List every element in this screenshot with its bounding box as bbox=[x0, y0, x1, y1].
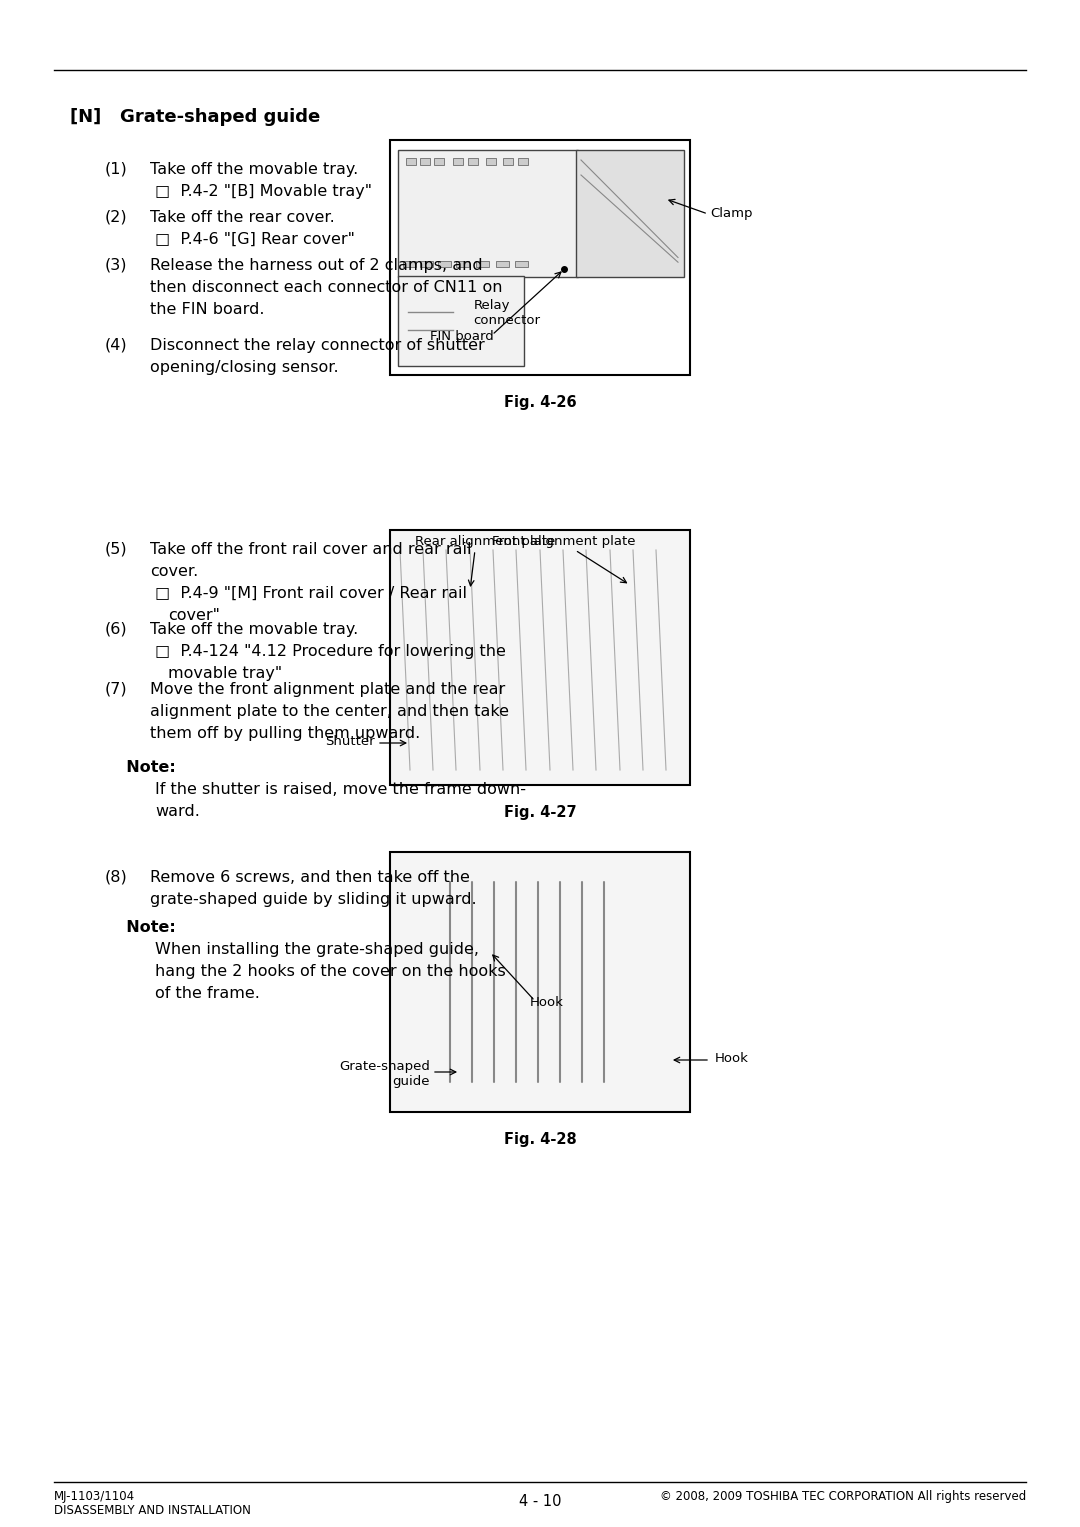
Bar bbox=[518, 157, 528, 165]
Text: movable tray": movable tray" bbox=[168, 666, 282, 681]
Bar bbox=[456, 261, 469, 267]
Text: (3): (3) bbox=[105, 258, 127, 273]
Text: hang the 2 hooks of the cover on the hooks: hang the 2 hooks of the cover on the hoo… bbox=[156, 964, 505, 979]
Text: If the shutter is raised, move the frame down-: If the shutter is raised, move the frame… bbox=[156, 782, 526, 797]
Text: □  P.4-124 "4.12 Procedure for lowering the: □ P.4-124 "4.12 Procedure for lowering t… bbox=[156, 644, 505, 660]
Text: DISASSEMBLY AND INSTALLATION: DISASSEMBLY AND INSTALLATION bbox=[54, 1504, 251, 1516]
Bar bbox=[403, 261, 416, 267]
Text: Note:: Note: bbox=[114, 919, 176, 935]
Text: [N]   Grate-shaped guide: [N] Grate-shaped guide bbox=[70, 108, 321, 127]
Text: 4 - 10: 4 - 10 bbox=[518, 1493, 562, 1509]
Bar bbox=[576, 150, 684, 276]
Text: alignment plate to the center, and then take: alignment plate to the center, and then … bbox=[150, 704, 509, 719]
Text: (6): (6) bbox=[105, 621, 127, 637]
Text: Fig. 4-28: Fig. 4-28 bbox=[503, 1132, 577, 1147]
Bar bbox=[420, 157, 430, 165]
Text: (4): (4) bbox=[105, 337, 127, 353]
Text: grate-shaped guide by sliding it upward.: grate-shaped guide by sliding it upward. bbox=[150, 892, 476, 907]
Bar bbox=[476, 261, 489, 267]
Text: cover.: cover. bbox=[150, 563, 199, 579]
Text: (1): (1) bbox=[105, 162, 127, 177]
Text: □  P.4-2 "[B] Movable tray": □ P.4-2 "[B] Movable tray" bbox=[156, 183, 372, 199]
Text: cover": cover" bbox=[168, 608, 220, 623]
Text: MJ-1103/1104: MJ-1103/1104 bbox=[54, 1490, 135, 1503]
Bar bbox=[515, 261, 528, 267]
Text: Take off the front rail cover and rear rail: Take off the front rail cover and rear r… bbox=[150, 542, 472, 557]
Text: Front alignment plate: Front alignment plate bbox=[491, 534, 635, 548]
Text: Disconnect the relay connector of shutter: Disconnect the relay connector of shutte… bbox=[150, 337, 485, 353]
Text: then disconnect each connector of CN11 on: then disconnect each connector of CN11 o… bbox=[150, 279, 502, 295]
Bar bbox=[399, 150, 578, 276]
Text: Fig. 4-27: Fig. 4-27 bbox=[503, 805, 577, 820]
Text: (7): (7) bbox=[105, 683, 127, 696]
Text: of the frame.: of the frame. bbox=[156, 986, 260, 1002]
Text: Grate-shaped
guide: Grate-shaped guide bbox=[339, 1060, 430, 1089]
Text: □  P.4-6 "[G] Rear cover": □ P.4-6 "[G] Rear cover" bbox=[156, 232, 355, 247]
Bar bbox=[434, 157, 444, 165]
Bar bbox=[399, 276, 524, 365]
Text: Note:: Note: bbox=[114, 760, 176, 776]
Bar bbox=[468, 157, 478, 165]
Text: (5): (5) bbox=[105, 542, 127, 557]
Text: Take off the movable tray.: Take off the movable tray. bbox=[150, 621, 359, 637]
Text: When installing the grate-shaped guide,: When installing the grate-shaped guide, bbox=[156, 942, 480, 957]
Text: them off by pulling them upward.: them off by pulling them upward. bbox=[150, 725, 420, 741]
Text: Remove 6 screws, and then take off the: Remove 6 screws, and then take off the bbox=[150, 870, 470, 886]
Text: FIN board: FIN board bbox=[430, 330, 494, 344]
Text: Relay
connector: Relay connector bbox=[474, 299, 541, 327]
Text: Clamp: Clamp bbox=[710, 208, 753, 220]
Bar bbox=[453, 157, 463, 165]
Text: ward.: ward. bbox=[156, 805, 200, 818]
Bar bbox=[503, 157, 513, 165]
Bar bbox=[420, 261, 433, 267]
Text: Hook: Hook bbox=[530, 996, 564, 1009]
Text: (8): (8) bbox=[105, 870, 127, 886]
Text: Take off the rear cover.: Take off the rear cover. bbox=[150, 211, 335, 224]
Text: © 2008, 2009 TOSHIBA TEC CORPORATION All rights reserved: © 2008, 2009 TOSHIBA TEC CORPORATION All… bbox=[660, 1490, 1026, 1503]
Text: Release the harness out of 2 clamps, and: Release the harness out of 2 clamps, and bbox=[150, 258, 483, 273]
Text: □  P.4-9 "[M] Front rail cover / Rear rail: □ P.4-9 "[M] Front rail cover / Rear rai… bbox=[156, 586, 467, 602]
Bar bbox=[486, 157, 496, 165]
Bar bbox=[390, 140, 690, 376]
Text: Rear alignment plate: Rear alignment plate bbox=[415, 534, 555, 548]
Bar bbox=[390, 530, 690, 785]
Text: Fig. 4-26: Fig. 4-26 bbox=[503, 395, 577, 411]
Bar bbox=[406, 157, 416, 165]
Text: Shutter: Shutter bbox=[325, 734, 375, 748]
Text: the FIN board.: the FIN board. bbox=[150, 302, 265, 318]
Bar bbox=[390, 852, 690, 1112]
Text: Hook: Hook bbox=[715, 1052, 748, 1064]
Text: opening/closing sensor.: opening/closing sensor. bbox=[150, 360, 339, 376]
Bar bbox=[496, 261, 509, 267]
Bar bbox=[438, 261, 451, 267]
Text: Take off the movable tray.: Take off the movable tray. bbox=[150, 162, 359, 177]
Text: (2): (2) bbox=[105, 211, 127, 224]
Text: Move the front alignment plate and the rear: Move the front alignment plate and the r… bbox=[150, 683, 505, 696]
